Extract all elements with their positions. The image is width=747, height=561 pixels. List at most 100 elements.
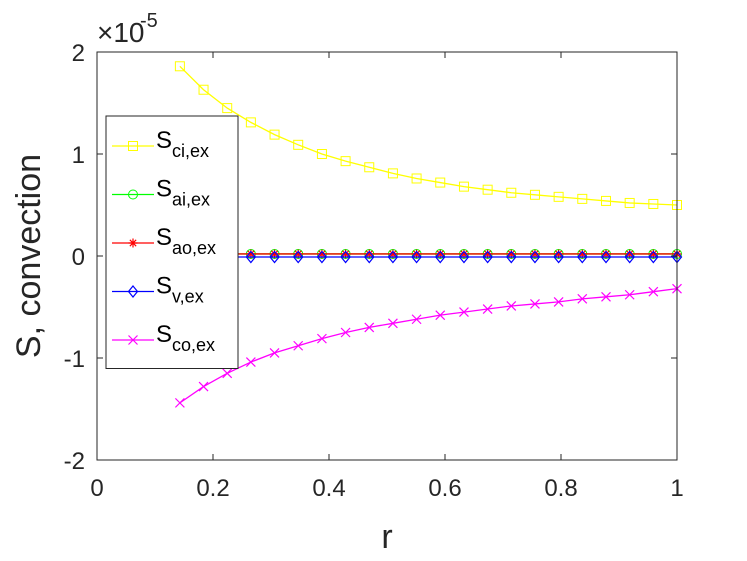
data-point bbox=[387, 250, 399, 264]
data-point bbox=[648, 250, 659, 264]
data-point bbox=[340, 156, 351, 167]
x-tick-label: 0.4 bbox=[312, 475, 345, 502]
data-point bbox=[553, 250, 564, 264]
y-axis-exponent-power: -5 bbox=[140, 10, 158, 32]
data-point bbox=[506, 249, 516, 259]
y-tick-label: -2 bbox=[64, 448, 85, 475]
data-point bbox=[128, 189, 138, 200]
data-point bbox=[411, 173, 422, 184]
data-point bbox=[411, 314, 422, 325]
y-tick-label: 2 bbox=[72, 40, 85, 67]
data-point bbox=[648, 286, 659, 297]
data-point bbox=[174, 397, 185, 408]
data-point bbox=[341, 249, 351, 259]
data-point bbox=[530, 249, 540, 259]
data-point bbox=[459, 249, 469, 259]
data-point bbox=[434, 250, 446, 264]
data-point bbox=[529, 189, 540, 200]
y-axis-exponent: ×10 -5 bbox=[97, 10, 158, 48]
data-point bbox=[506, 187, 517, 198]
legend-label: Sco,ex bbox=[156, 321, 215, 355]
data-point bbox=[292, 250, 304, 264]
data-point bbox=[411, 250, 422, 264]
x-tick-label: 0 bbox=[90, 475, 103, 502]
data-point bbox=[316, 149, 327, 159]
data-point bbox=[317, 249, 327, 259]
data-point bbox=[245, 357, 256, 368]
series-ci-ex bbox=[174, 61, 682, 210]
data-point bbox=[624, 289, 635, 300]
x-tick-label: 0.6 bbox=[428, 475, 461, 502]
x-tick-label: 1 bbox=[670, 475, 683, 502]
data-point bbox=[316, 250, 328, 264]
legend-item: Sv,ex bbox=[112, 273, 204, 307]
data-point bbox=[483, 249, 493, 259]
data-point bbox=[554, 249, 564, 259]
data-point bbox=[174, 61, 185, 72]
data-point bbox=[459, 307, 469, 318]
x-tick-label: 0.8 bbox=[544, 475, 577, 502]
data-point bbox=[245, 117, 256, 128]
data-point bbox=[388, 249, 398, 259]
y-axis: -2 -1 0 1 2 bbox=[64, 40, 677, 475]
x-tick-label: 0.2 bbox=[196, 475, 229, 502]
data-point bbox=[364, 249, 374, 259]
series-line bbox=[179, 65, 678, 206]
legend-box bbox=[105, 115, 239, 369]
y-tick-label: -1 bbox=[64, 346, 85, 373]
series-line bbox=[179, 287, 678, 404]
y-axis-exponent-base: ×10 bbox=[97, 17, 145, 48]
legend-item: Sai,ex bbox=[112, 176, 210, 210]
data-point bbox=[198, 381, 209, 392]
series-ao-ex bbox=[175, 249, 682, 259]
data-point bbox=[577, 293, 588, 304]
data-point bbox=[269, 129, 280, 140]
data-point bbox=[482, 250, 493, 264]
legend-label: Sai,ex bbox=[156, 176, 210, 210]
data-point bbox=[435, 177, 446, 188]
data-point bbox=[340, 250, 351, 264]
data-point bbox=[577, 249, 587, 259]
legend-item: Sao,ex bbox=[112, 224, 216, 258]
data-point bbox=[529, 250, 541, 264]
data-point bbox=[293, 340, 304, 351]
data-point bbox=[293, 249, 303, 259]
legend-item: Sci,ex bbox=[112, 127, 209, 161]
legend: Sci,ex Sai,ex Sao,ex Sv,ex Sco,ex bbox=[105, 115, 239, 369]
series-co-ex bbox=[174, 283, 682, 408]
data-point bbox=[387, 168, 398, 179]
data-point bbox=[506, 301, 517, 311]
data-point bbox=[625, 249, 635, 259]
series-layer bbox=[174, 61, 683, 408]
data-point bbox=[506, 250, 517, 264]
data-point bbox=[364, 322, 375, 333]
data-point bbox=[624, 250, 635, 264]
data-point bbox=[269, 250, 280, 264]
data-point bbox=[601, 195, 612, 206]
data-point bbox=[364, 162, 375, 173]
data-point bbox=[648, 198, 659, 209]
y-tick-label: 0 bbox=[72, 244, 85, 271]
data-point bbox=[128, 335, 138, 345]
data-point bbox=[127, 285, 139, 298]
data-point bbox=[577, 250, 588, 264]
data-point bbox=[316, 333, 327, 344]
data-point bbox=[553, 191, 564, 202]
data-point bbox=[577, 193, 588, 204]
data-point bbox=[128, 141, 138, 151]
data-point bbox=[482, 304, 493, 314]
data-point bbox=[340, 327, 351, 338]
data-point bbox=[269, 347, 280, 358]
data-point bbox=[128, 238, 138, 248]
y-tick-label: 1 bbox=[72, 142, 85, 169]
legend-label: Sao,ex bbox=[156, 224, 216, 258]
data-point bbox=[222, 368, 233, 379]
data-point bbox=[387, 318, 398, 329]
data-point bbox=[601, 249, 611, 259]
data-point bbox=[435, 310, 446, 321]
data-point bbox=[293, 139, 304, 150]
data-point bbox=[435, 249, 445, 259]
data-point bbox=[270, 249, 280, 259]
data-point bbox=[246, 249, 256, 259]
